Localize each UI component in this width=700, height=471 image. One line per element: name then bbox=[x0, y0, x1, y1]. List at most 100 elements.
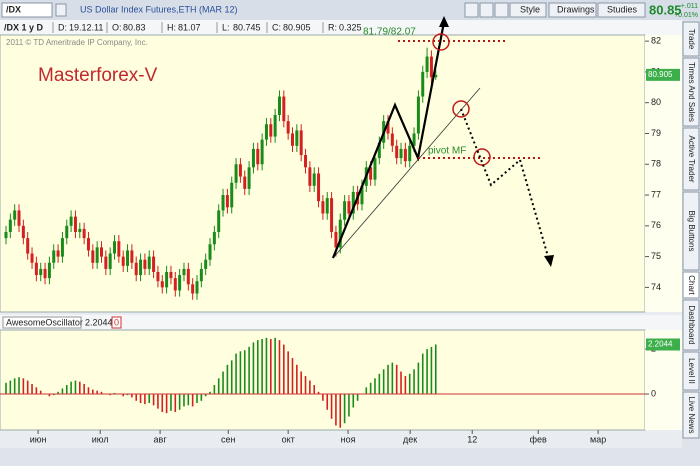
studies-button[interactable] bbox=[597, 2, 646, 18]
button-label[interactable]: Studies bbox=[607, 4, 638, 14]
annotation: 81.79/82.07 bbox=[363, 27, 416, 38]
candle-body bbox=[43, 268, 47, 279]
candle-body bbox=[403, 148, 407, 162]
scrollbar[interactable] bbox=[0, 448, 682, 466]
candle-body bbox=[360, 185, 364, 205]
candle-body bbox=[291, 133, 295, 146]
tool-button[interactable] bbox=[464, 2, 479, 18]
watermark: Masterforex-V bbox=[38, 65, 158, 86]
side-tab-label[interactable]: Live News bbox=[687, 397, 696, 434]
button-label[interactable]: Drawings bbox=[557, 4, 595, 14]
side-tab-label[interactable]: Times And Sales bbox=[687, 62, 696, 122]
info-label: O: bbox=[112, 22, 122, 32]
marker-circle bbox=[452, 100, 470, 118]
candle-body bbox=[152, 256, 156, 272]
candle-body bbox=[412, 133, 416, 146]
chart-title: /DX 1 y D bbox=[4, 22, 44, 32]
candle-body bbox=[338, 219, 342, 248]
style-button[interactable] bbox=[509, 2, 547, 18]
symbol-box[interactable] bbox=[1, 2, 53, 18]
symbol-dropdown[interactable] bbox=[55, 3, 67, 17]
candle-body bbox=[330, 198, 334, 232]
side-tab[interactable] bbox=[682, 299, 700, 351]
candle-body bbox=[65, 225, 69, 239]
candle-body bbox=[182, 268, 186, 276]
candle-body bbox=[286, 121, 290, 134]
y-tick-label: 77 bbox=[651, 189, 661, 199]
y-tick-label: 75 bbox=[651, 251, 661, 261]
side-tab-label[interactable]: Level II bbox=[687, 358, 696, 384]
candle-body bbox=[234, 164, 238, 183]
copyright: 2011 © TD Ameritrade IP Company, Inc. bbox=[6, 38, 148, 47]
candle-body bbox=[377, 142, 381, 159]
wave-line bbox=[331, 21, 446, 259]
x-tick-label: ноя bbox=[341, 434, 356, 444]
candle-body bbox=[156, 271, 160, 282]
candle-body bbox=[429, 56, 433, 78]
candle-body bbox=[408, 145, 412, 162]
study-title: AwesomeOscillator bbox=[6, 317, 83, 327]
candle-body bbox=[264, 124, 268, 140]
candle-body bbox=[390, 133, 394, 146]
candle-body bbox=[399, 148, 403, 159]
candle-body bbox=[325, 198, 329, 214]
candle-body bbox=[277, 96, 281, 116]
info-bar bbox=[0, 20, 682, 35]
candle-body bbox=[108, 253, 112, 269]
candle-body bbox=[160, 281, 164, 288]
side-tab-label[interactable]: Active Trader bbox=[687, 135, 696, 182]
side-tab-label[interactable]: Trade bbox=[687, 29, 696, 50]
candle-body bbox=[386, 121, 390, 134]
side-tab-label[interactable]: Chart bbox=[687, 275, 696, 295]
side-tab[interactable] bbox=[682, 391, 700, 439]
candle-body bbox=[199, 268, 203, 282]
candle-body bbox=[256, 148, 260, 165]
symbol[interactable]: /DX bbox=[6, 4, 21, 14]
candle-body bbox=[251, 148, 255, 168]
candle-body bbox=[52, 250, 56, 263]
candle-body bbox=[73, 216, 77, 232]
candle-body bbox=[373, 158, 377, 180]
candle-body bbox=[273, 115, 277, 137]
drawings-button[interactable] bbox=[548, 2, 597, 18]
candle-body bbox=[238, 164, 242, 177]
change: +.011 bbox=[681, 3, 698, 10]
info-value: 19.12.11 bbox=[69, 22, 103, 32]
x-tick-label: июл bbox=[92, 434, 109, 444]
candle-body bbox=[56, 250, 60, 257]
side-tab-label[interactable]: Big Buttons bbox=[687, 211, 696, 252]
candle-body bbox=[8, 219, 12, 232]
candle-body bbox=[269, 124, 273, 137]
candle-body bbox=[69, 216, 73, 226]
candle-body bbox=[204, 259, 208, 269]
candle-body bbox=[130, 250, 134, 263]
side-tab[interactable] bbox=[682, 57, 700, 127]
description: US Dollar Index Futures,ETH (MAR 12) bbox=[80, 4, 238, 14]
candle-body bbox=[304, 155, 308, 168]
candle-body bbox=[312, 173, 316, 186]
price-plot bbox=[0, 34, 646, 313]
change-pct: +0.01% bbox=[674, 12, 698, 19]
side-tab[interactable] bbox=[682, 271, 700, 299]
y-tick-label: 76 bbox=[651, 220, 661, 230]
side-tab-label[interactable]: Dashboard bbox=[687, 305, 696, 344]
tool-button[interactable] bbox=[479, 2, 494, 18]
info-label: D: bbox=[58, 22, 67, 32]
candle-body bbox=[134, 262, 138, 276]
oscillator-plot bbox=[0, 329, 646, 431]
side-tab[interactable] bbox=[682, 191, 700, 271]
candle-body bbox=[86, 238, 90, 251]
side-tab[interactable] bbox=[682, 21, 700, 57]
arrow-head bbox=[544, 255, 554, 267]
candle-body bbox=[173, 278, 177, 291]
study-param: 0 bbox=[114, 317, 119, 327]
side-tab[interactable] bbox=[682, 351, 700, 391]
tool-button[interactable] bbox=[494, 2, 509, 18]
candle-body bbox=[82, 228, 86, 239]
side-tab[interactable] bbox=[682, 127, 700, 191]
y-tick-label: 80 bbox=[651, 97, 661, 107]
candle-body bbox=[208, 244, 212, 260]
candle-body bbox=[186, 268, 190, 285]
candle-body bbox=[34, 262, 38, 276]
button-label[interactable]: Style bbox=[520, 4, 540, 14]
